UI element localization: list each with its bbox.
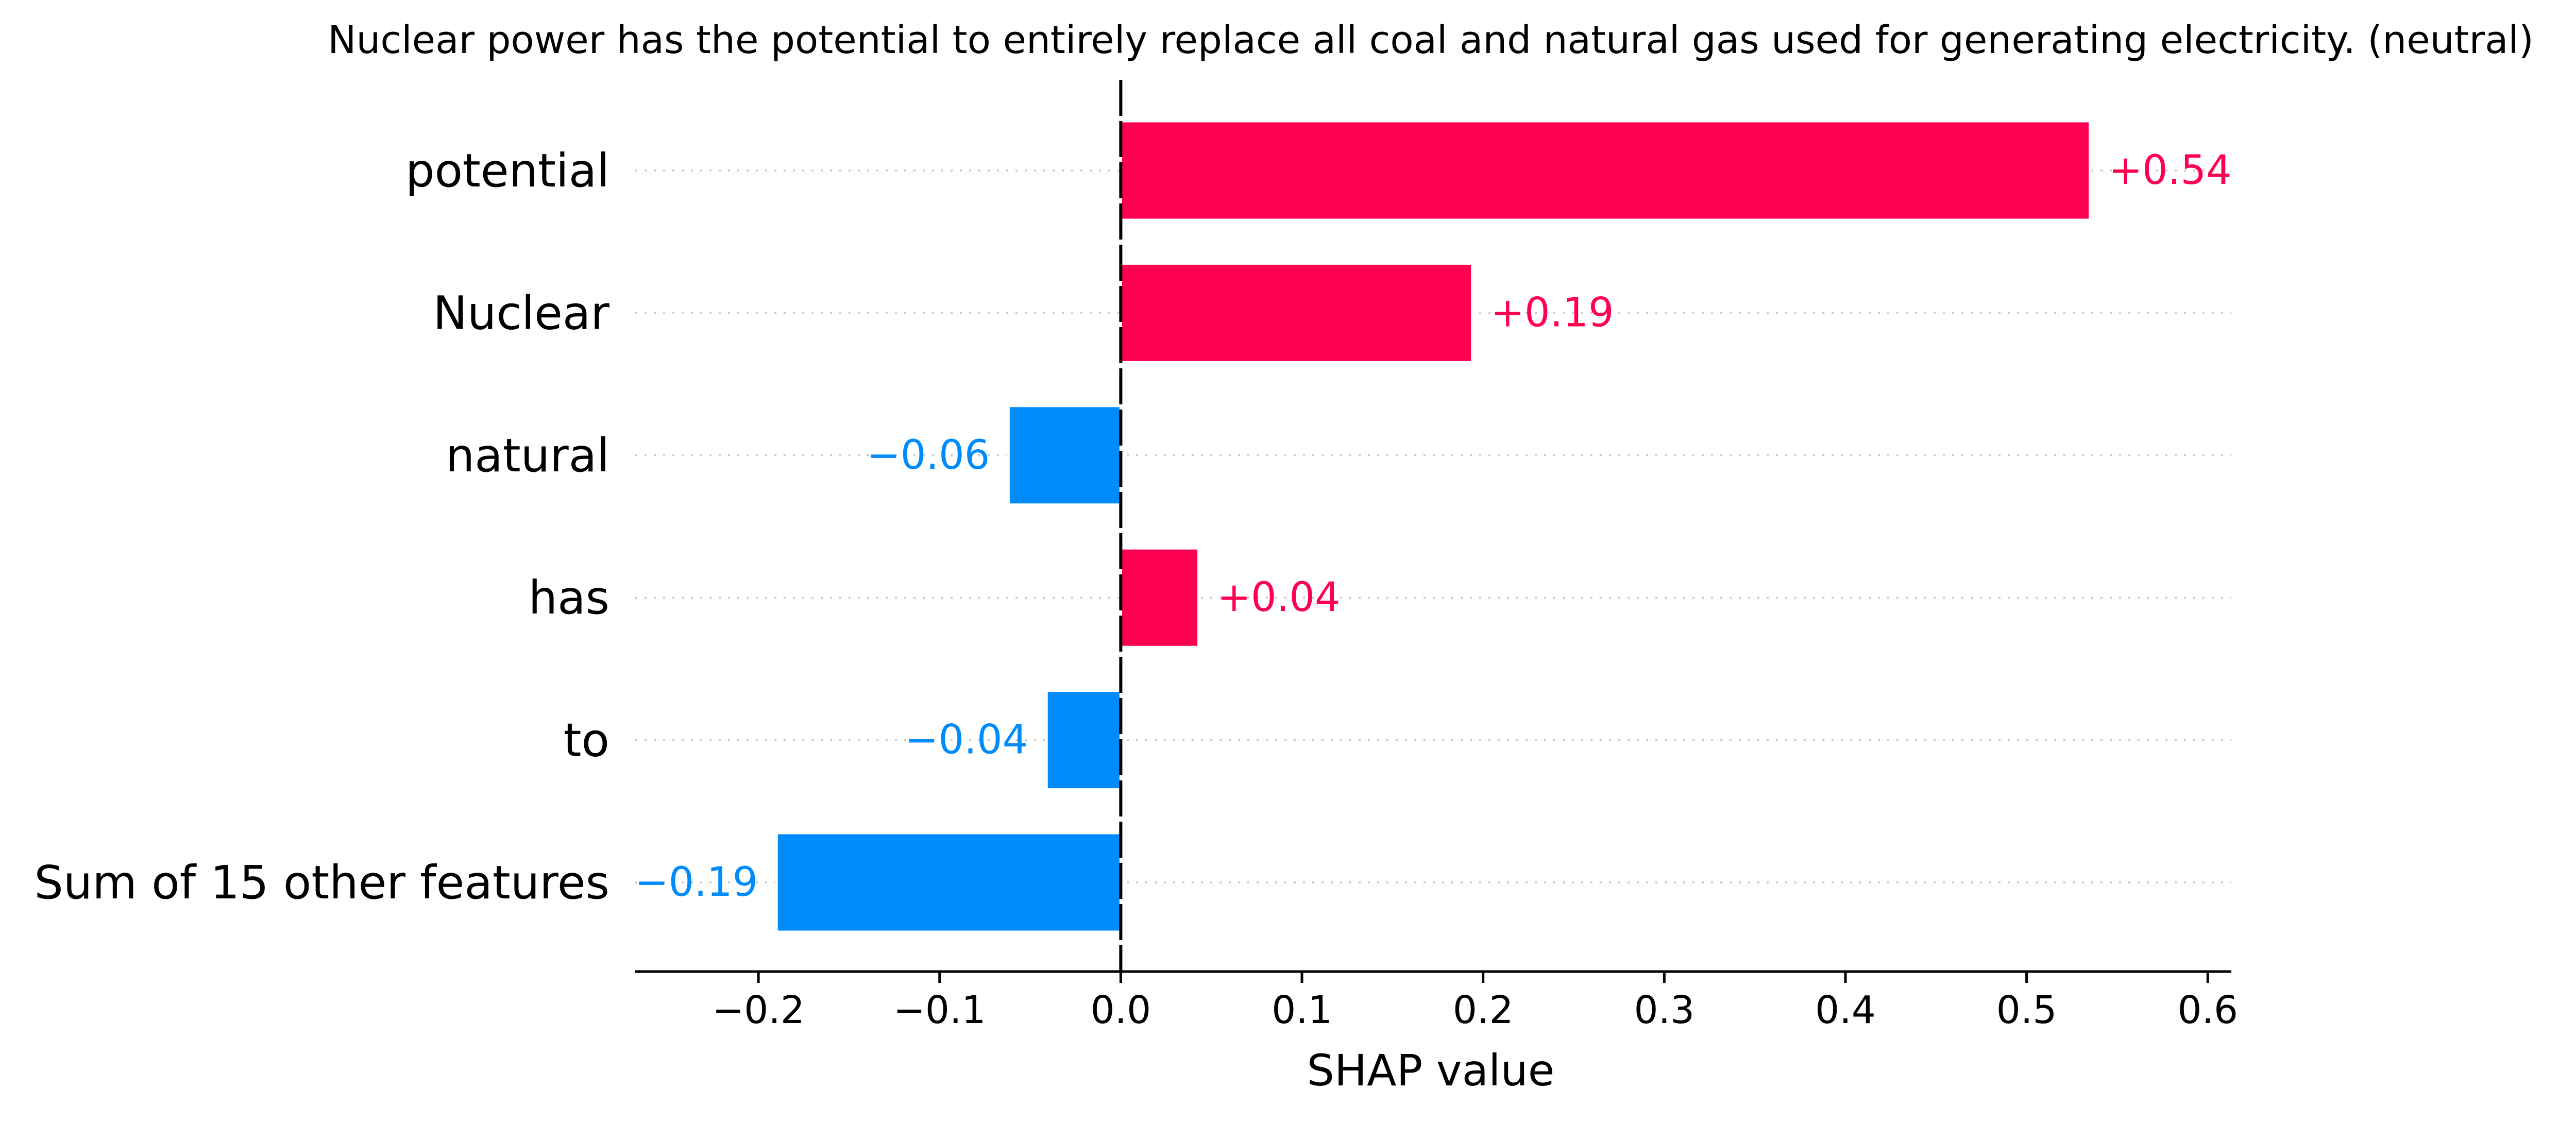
value-label: +0.19 <box>1491 290 1614 336</box>
x-axis: −0.2 −0.1 0.0 0.1 0.2 0.3 0.4 0.5 0.6 <box>635 970 2238 1032</box>
x-tick-label: 0.3 <box>1634 988 1695 1032</box>
bar-has <box>1119 547 1200 649</box>
chart-title: Nuclear power has the potential to entir… <box>328 18 2534 62</box>
x-tick-label: 0.4 <box>1815 988 1876 1032</box>
feature-label: has <box>529 571 609 624</box>
bar-to <box>1045 689 1122 791</box>
bar-nuclear <box>1119 262 1474 364</box>
value-label: +0.54 <box>2109 147 2232 194</box>
x-tick-label: −0.1 <box>893 988 986 1032</box>
feature-label: natural <box>446 429 609 482</box>
x-tick-label: 0.0 <box>1091 988 1151 1032</box>
bar-sum-of-15-other-features <box>775 831 1122 933</box>
x-tick-label: 0.6 <box>2177 988 2238 1032</box>
value-labels: +0.54 +0.19 −0.06 +0.04 −0.04 −0.19 <box>635 147 2231 906</box>
feature-label: Nuclear <box>433 286 609 339</box>
value-label: −0.19 <box>635 859 758 906</box>
bars <box>775 120 2092 933</box>
x-tick-label: 0.5 <box>1996 988 2057 1032</box>
x-tick-label: 0.1 <box>1272 988 1332 1032</box>
x-axis-label: SHAP value <box>1307 1045 1555 1096</box>
feature-label: potential <box>405 144 609 197</box>
x-tick-label: −0.2 <box>712 988 805 1032</box>
x-tick-label: 0.2 <box>1453 988 1514 1032</box>
value-label: +0.04 <box>1217 574 1341 621</box>
bar-natural <box>1007 404 1122 506</box>
feature-label: Sum of 15 other features <box>34 856 609 909</box>
value-label: −0.06 <box>867 432 990 479</box>
feature-labels: potential Nuclear natural has to Sum of 15 ot… <box>34 144 609 909</box>
value-label: −0.04 <box>905 717 1028 763</box>
feature-label: to <box>564 713 609 767</box>
bar-potential <box>1119 120 2092 222</box>
